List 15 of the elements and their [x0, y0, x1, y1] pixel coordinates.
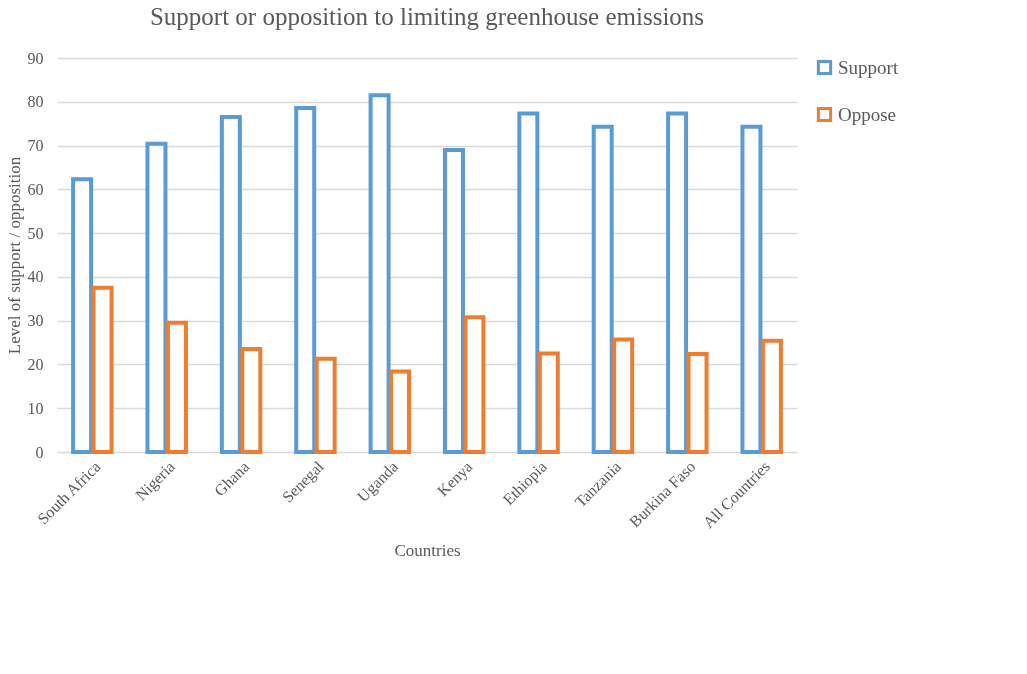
y-tick-label: 50	[27, 224, 44, 242]
y-tick-label: 40	[27, 268, 44, 286]
y-axis-title: Level of support / opposition	[4, 156, 24, 355]
y-tick-label: 30	[27, 312, 44, 330]
y-tick-label: 10	[27, 399, 44, 417]
y-tick-label: 20	[27, 355, 44, 373]
y-tick-label: 80	[27, 93, 44, 111]
y-tick-label: 0	[35, 443, 44, 461]
legend-label: Oppose	[838, 103, 897, 125]
x-axis-title: Countries	[394, 541, 461, 561]
legend-label: Support	[838, 56, 899, 78]
y-tick-label: 90	[27, 49, 44, 67]
y-tick-label: 70	[27, 137, 44, 155]
chart-title: Support or opposition to limiting greenhouse emissions	[149, 3, 705, 30]
y-tick-label: 60	[27, 180, 44, 198]
